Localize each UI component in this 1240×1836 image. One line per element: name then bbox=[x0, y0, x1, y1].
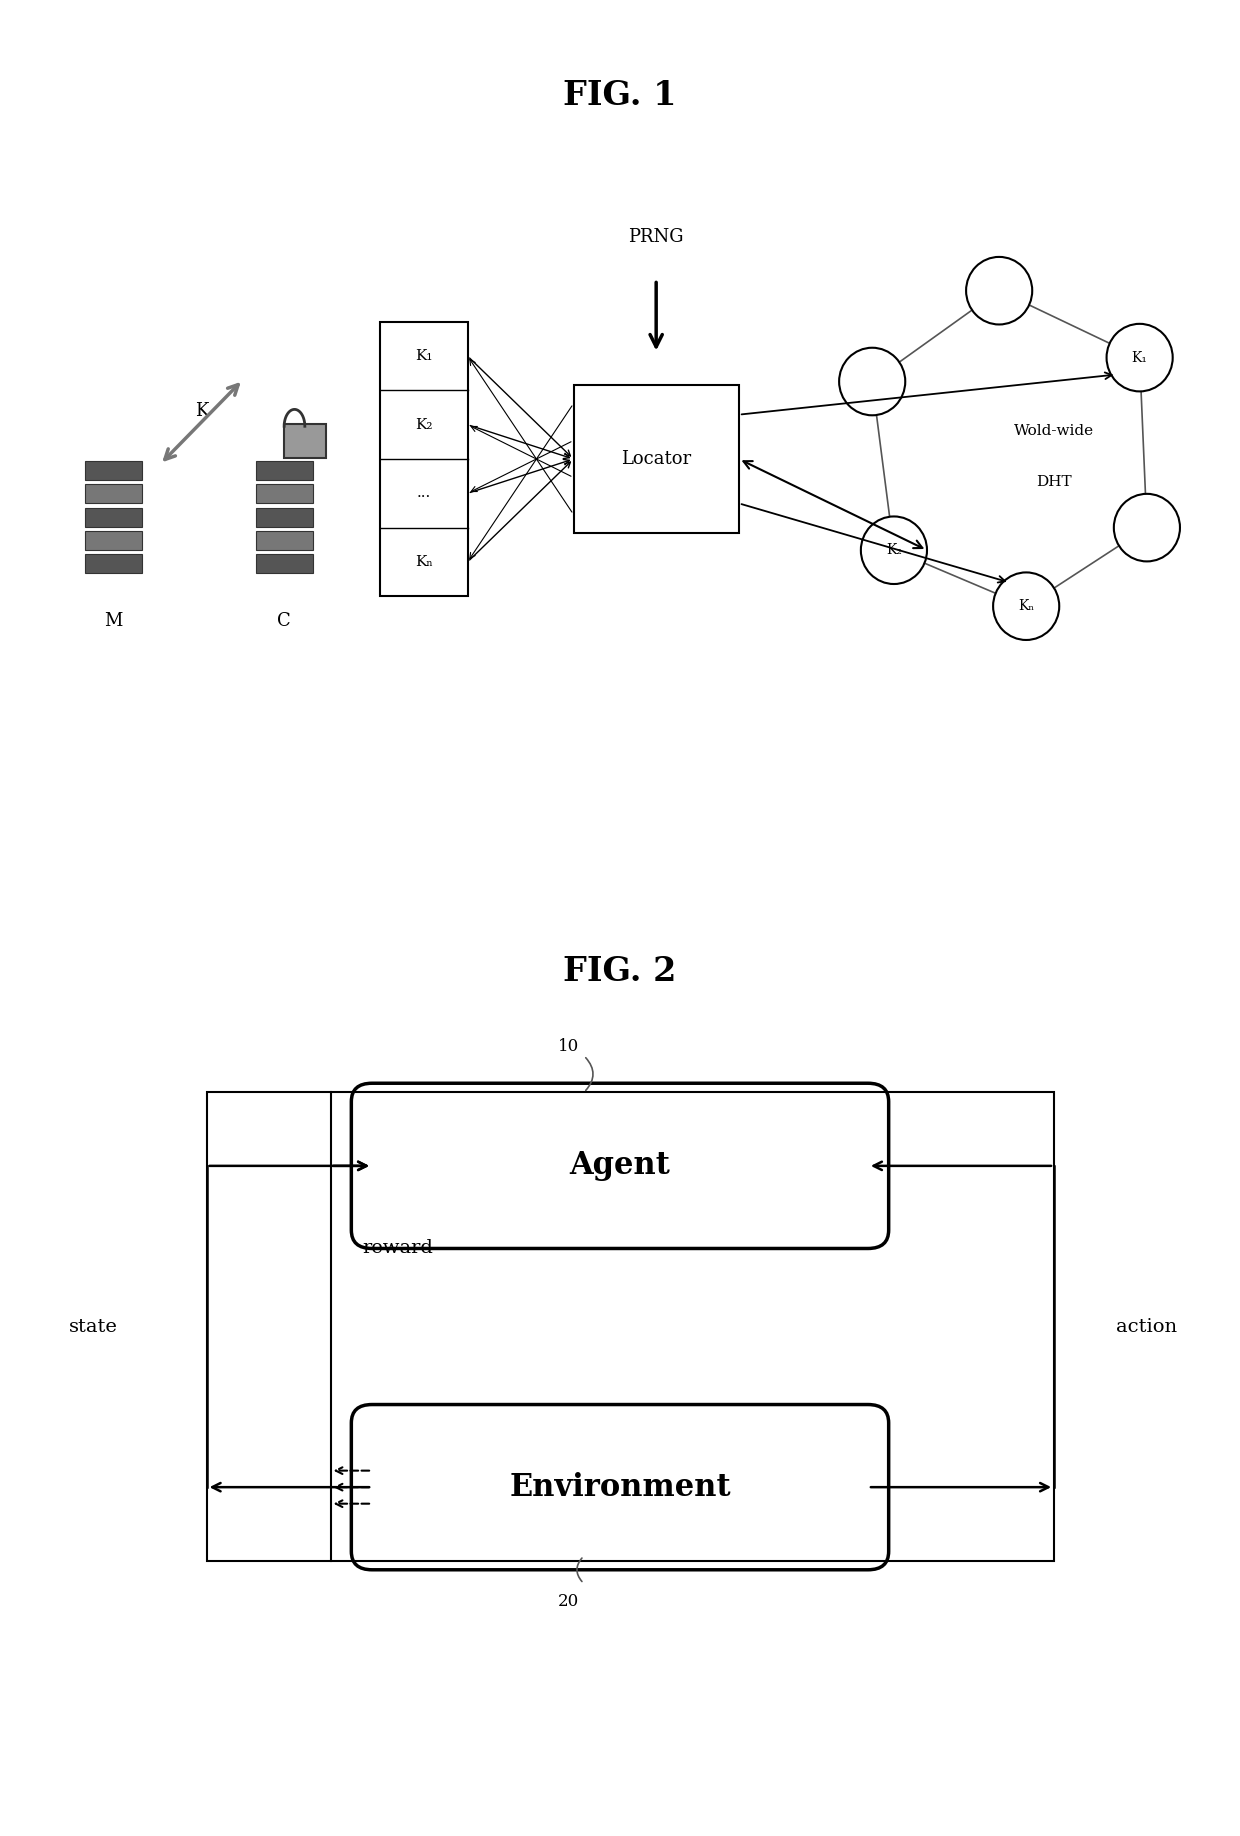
FancyBboxPatch shape bbox=[86, 531, 143, 549]
Text: Kₙ: Kₙ bbox=[1018, 599, 1034, 613]
Text: K: K bbox=[195, 402, 208, 420]
Text: ...: ... bbox=[417, 487, 430, 501]
FancyBboxPatch shape bbox=[86, 485, 143, 503]
FancyBboxPatch shape bbox=[379, 321, 467, 597]
FancyBboxPatch shape bbox=[86, 461, 143, 479]
Text: FIG. 1: FIG. 1 bbox=[563, 79, 677, 112]
Text: K₂: K₂ bbox=[885, 543, 901, 558]
FancyBboxPatch shape bbox=[573, 386, 739, 532]
Text: FIG. 2: FIG. 2 bbox=[563, 955, 677, 988]
FancyBboxPatch shape bbox=[255, 485, 312, 503]
Text: K₂: K₂ bbox=[415, 417, 433, 431]
Text: state: state bbox=[68, 1318, 118, 1335]
FancyBboxPatch shape bbox=[255, 554, 312, 573]
Circle shape bbox=[966, 257, 1032, 325]
Text: K₁: K₁ bbox=[415, 349, 433, 364]
Text: reward: reward bbox=[362, 1239, 433, 1258]
Text: Kₙ: Kₙ bbox=[414, 554, 433, 569]
FancyBboxPatch shape bbox=[255, 461, 312, 479]
FancyBboxPatch shape bbox=[351, 1083, 889, 1248]
FancyBboxPatch shape bbox=[86, 554, 143, 573]
FancyBboxPatch shape bbox=[255, 507, 312, 527]
Text: Wold-wide: Wold-wide bbox=[1014, 424, 1094, 437]
FancyBboxPatch shape bbox=[86, 507, 143, 527]
Circle shape bbox=[861, 516, 928, 584]
Text: Locator: Locator bbox=[621, 450, 691, 468]
Text: K₁: K₁ bbox=[1132, 351, 1147, 365]
Circle shape bbox=[839, 347, 905, 415]
FancyBboxPatch shape bbox=[284, 424, 325, 457]
Circle shape bbox=[1114, 494, 1180, 562]
Text: action: action bbox=[1116, 1318, 1178, 1335]
Text: DHT: DHT bbox=[1037, 476, 1071, 488]
Text: C: C bbox=[278, 611, 291, 630]
Text: Environment: Environment bbox=[510, 1472, 730, 1502]
Text: Agent: Agent bbox=[569, 1151, 671, 1181]
Text: 10: 10 bbox=[558, 1037, 579, 1056]
Circle shape bbox=[993, 573, 1059, 641]
Text: M: M bbox=[104, 611, 123, 630]
FancyBboxPatch shape bbox=[255, 531, 312, 549]
FancyBboxPatch shape bbox=[351, 1405, 889, 1570]
Circle shape bbox=[1106, 323, 1173, 391]
Text: PRNG: PRNG bbox=[629, 228, 684, 246]
Text: 20: 20 bbox=[558, 1594, 579, 1610]
